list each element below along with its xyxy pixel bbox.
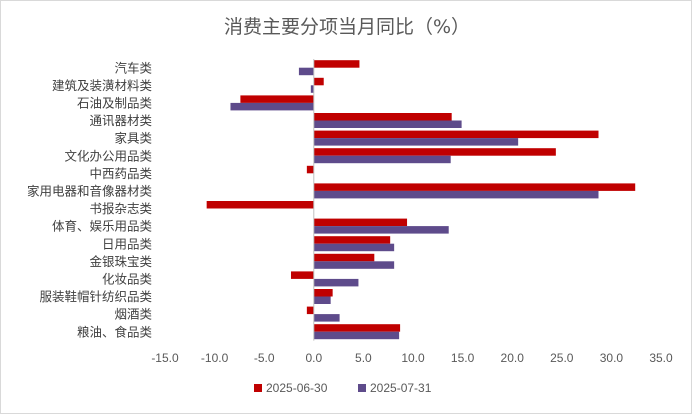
bar-series-1	[206, 201, 314, 209]
bar-series-1	[313, 60, 360, 68]
bar-series-1	[313, 130, 599, 139]
category-label: 石油及制品类	[77, 96, 153, 111]
bar-series-1	[313, 324, 401, 332]
category-label: 汽车类	[114, 60, 152, 75]
x-tick-label: 30.0	[600, 351, 624, 365]
bar-series-2	[313, 331, 400, 340]
bar-series-2	[313, 138, 519, 146]
legend-label: 2025-07-31	[370, 381, 432, 395]
legend-swatch	[358, 384, 366, 392]
bar-series-1	[313, 148, 556, 156]
bar-series-2	[313, 226, 449, 234]
legend: 2025-06-30 2025-07-31	[254, 381, 432, 395]
category-label: 家具类	[114, 131, 152, 146]
bar-series-1	[306, 165, 314, 174]
category-label: 体育、娱乐用品类	[52, 219, 153, 234]
bar-series-1	[240, 95, 314, 103]
category-label: 服装鞋帽针纺织品类	[39, 289, 152, 304]
category-label: 书报杂志类	[89, 201, 152, 216]
category-label: 金银珠宝类	[89, 254, 152, 269]
bar-series-1	[313, 253, 375, 262]
bar-series-2	[313, 243, 395, 252]
category-label: 建筑及装潢材料类	[52, 78, 153, 93]
x-tick-label: 10.0	[401, 351, 425, 365]
x-tick-label: -10.0	[201, 351, 229, 365]
x-tick-label: -5.0	[254, 351, 275, 365]
bar-series-1	[313, 218, 408, 227]
category-label: 烟酒类	[114, 307, 152, 322]
category-labels: 汽车类建筑及装潢材料类石油及制品类通讯器材类家具类文化办公用品类中西药品类家用电…	[27, 60, 153, 339]
x-tick-label: 5.0	[355, 351, 372, 365]
axes: -15.0 -10.0 -5.0 0.0 5.0 10.0 15.0 20.0 25.0 30.0…	[151, 59, 673, 365]
bar-series-1	[313, 77, 324, 86]
legend-label: 2025-06-30	[266, 381, 328, 395]
bar-series-2	[313, 120, 462, 128]
category-label: 粮油、食品类	[77, 324, 153, 339]
category-label: 通讯器材类	[89, 113, 152, 128]
bar-series-1	[313, 183, 636, 191]
x-tick-label: 15.0	[451, 351, 475, 365]
bar-series-1	[313, 113, 452, 121]
bar-series-1	[290, 271, 314, 279]
category-label: 文化办公用品类	[64, 148, 152, 163]
bar-series-2	[313, 296, 331, 304]
bar-series-2	[313, 261, 395, 269]
bar-series-2	[313, 278, 359, 287]
legend-swatch	[254, 384, 262, 392]
category-label: 家用电器和音像器材类	[27, 184, 153, 199]
bar-series-2	[313, 155, 451, 164]
bars	[206, 60, 636, 340]
bar-series-2	[313, 314, 340, 322]
bar-series-1	[313, 289, 333, 297]
bar-series-1	[313, 236, 391, 244]
x-tick-label: 20.0	[501, 351, 525, 365]
bar-series-2	[310, 85, 314, 93]
x-tick-label: 0.0	[305, 351, 322, 365]
x-tick-label: 35.0	[649, 351, 673, 365]
chart-title: 消费主要分项当月同比（%）	[224, 16, 470, 38]
x-tick-label: -15.0	[151, 351, 179, 365]
bar-series-2	[230, 102, 314, 111]
bar-series-2	[313, 190, 599, 199]
category-label: 化妆品类	[102, 272, 153, 287]
category-label: 中西药品类	[89, 166, 152, 181]
x-tick-label: 25.0	[550, 351, 574, 365]
category-label: 日用品类	[102, 236, 153, 251]
bar-series-1	[306, 306, 314, 315]
bar-series-2	[298, 67, 314, 76]
